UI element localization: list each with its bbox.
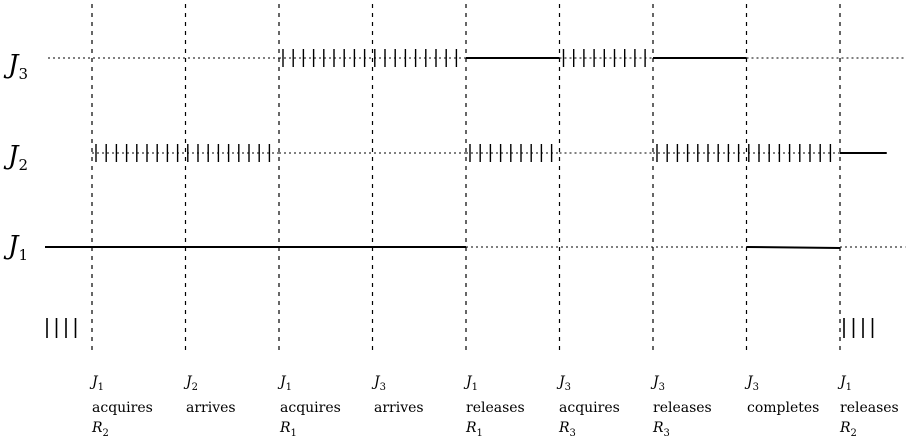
blocked-legend-left bbox=[46, 318, 77, 338]
job-label-j3: J3 bbox=[8, 50, 28, 84]
event-label-2: J2 arrives bbox=[186, 374, 236, 416]
job-label-j2: J2 bbox=[8, 141, 28, 175]
j1-segment-2-running bbox=[746, 246, 841, 249]
event-label-8: J3 completes bbox=[747, 374, 820, 416]
timeline-j2 bbox=[92, 144, 887, 162]
event-label-9: J1 releases R2 bbox=[840, 374, 899, 439]
job-label-j1: J1 bbox=[8, 231, 28, 265]
job-timelines bbox=[45, 49, 906, 249]
event-label-1: J1 acquires R2 bbox=[92, 374, 153, 439]
timeline-j1 bbox=[45, 246, 906, 249]
event-label-7: J3 releases R3 bbox=[653, 374, 712, 439]
event-label-5: J1 releases R1 bbox=[466, 374, 525, 439]
time-gridlines bbox=[91, 4, 841, 352]
event-label-3: J1 acquires R1 bbox=[280, 374, 341, 439]
event-label-4: J3 arrives bbox=[374, 374, 424, 416]
blocked-legend-right bbox=[843, 318, 874, 338]
timeline-j3 bbox=[48, 49, 906, 67]
event-label-6: J3 acquires R3 bbox=[559, 374, 620, 439]
